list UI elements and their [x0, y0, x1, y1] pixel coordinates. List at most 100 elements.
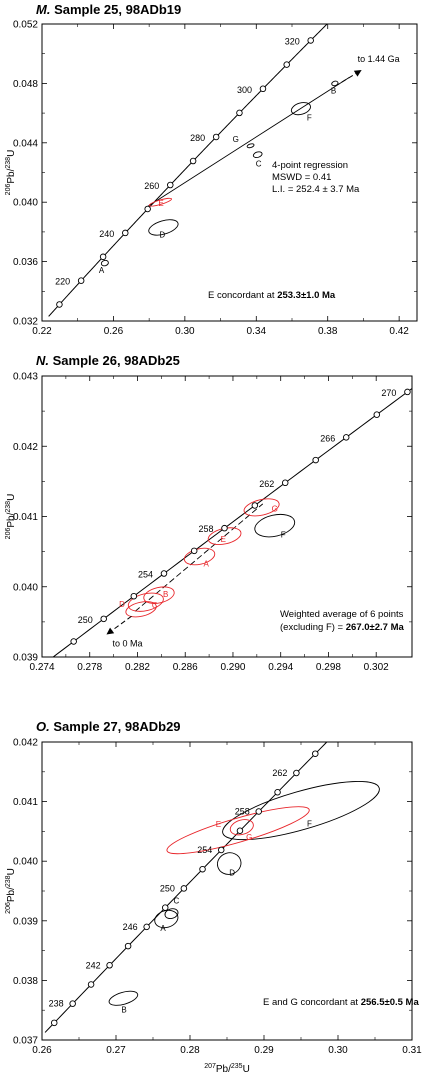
plot-area	[48, 24, 350, 317]
annotation-value: 267.0±2.7 Ma	[346, 622, 405, 633]
arrow-label: to 0 Ma	[112, 639, 142, 649]
x-tick-label: 0.298	[316, 662, 341, 673]
error-ellipse-e	[148, 197, 172, 207]
concordia-age-marker	[161, 904, 169, 911]
concordia-age-label: 262	[272, 768, 287, 778]
error-ellipse-f	[254, 513, 296, 538]
concordia-age-label: 258	[235, 806, 250, 816]
regression-line	[147, 77, 350, 208]
error-ellipse-f	[290, 102, 311, 116]
ellipse-label: B	[163, 590, 168, 599]
x-tick-label: 0.286	[173, 662, 198, 673]
concordia-curve	[44, 742, 328, 1033]
y-tick-label: 0.040	[13, 198, 38, 209]
concordia-age-marker	[143, 923, 150, 931]
annotation-prefix: E concordant at	[208, 290, 277, 301]
concordia-age-marker	[69, 1000, 76, 1007]
concordia-age-marker	[259, 85, 267, 93]
error-ellipse-b	[108, 990, 139, 1006]
error-ellipse-d	[148, 219, 179, 236]
panel-n: N. Sample 26, 98ADb25 0.274 0.278 0.282 0.28…	[5, 353, 413, 673]
concordia-age-marker	[212, 133, 220, 141]
y-tick-label: 0.048	[13, 79, 38, 90]
ellipse-label: C	[256, 160, 262, 169]
y-tick-label: 0.036	[13, 257, 38, 268]
ellipse-label: E	[216, 820, 221, 829]
y-tick-label: 0.039	[13, 916, 38, 927]
x-tick-label: 0.30	[328, 1045, 348, 1056]
annotation-value: 256.5±0.5 Ma	[361, 997, 420, 1008]
concordia-age-marker	[312, 750, 319, 757]
panel-title-text: Sample 27, 98ADb29	[53, 719, 180, 734]
y-tick-label: 0.044	[13, 138, 38, 149]
annotation-value: 253.3±1.0 Ma	[277, 290, 336, 301]
concordia-age-marker	[281, 479, 289, 487]
arrow-head	[353, 70, 362, 77]
concordia-curve	[52, 387, 412, 657]
concordia-age-marker	[404, 388, 411, 396]
concordia-age-label: 240	[99, 229, 114, 239]
y-tick-label: 0.038	[13, 976, 38, 987]
concordia-age-label: 238	[49, 999, 64, 1009]
plot-frame	[41, 741, 413, 1041]
concordia-age-marker	[255, 808, 262, 815]
concordia-age-marker	[293, 769, 300, 777]
panel-letter: M.	[36, 2, 50, 17]
concordia-age-marker	[56, 301, 63, 308]
x-tick-label: 0.28	[180, 1045, 200, 1056]
concordia-age-label: 280	[190, 133, 205, 143]
ellipse-label: F	[307, 820, 312, 829]
ellipse-label: D	[159, 230, 165, 239]
concordia-age-marker	[167, 181, 174, 189]
annotation-result: E and G concordant at 256.5±0.5 Ma	[263, 997, 419, 1008]
error-ellipse-d	[217, 852, 242, 875]
ellipse-label: C	[152, 601, 158, 610]
annotation-line: L.I. = 252.4 ± 3.7 Ma	[272, 184, 360, 195]
error-ellipse-a	[100, 259, 109, 267]
ellipse-label: C	[174, 897, 180, 906]
concordia-age-marker	[70, 638, 77, 645]
panel-title-text: Sample 26, 98ADb25	[53, 353, 180, 368]
x-tick-label: 0.29	[254, 1045, 274, 1056]
concordia-age-marker	[190, 547, 198, 555]
error-ellipse-g	[243, 498, 280, 517]
concordia-age-marker	[283, 61, 290, 68]
ellipse-label: G	[233, 135, 239, 144]
concordia-age-marker	[221, 524, 228, 532]
y-label-sup: 238	[5, 875, 12, 887]
y-label-sup: 206	[5, 184, 12, 196]
ellipse-label: B	[121, 1005, 126, 1014]
y-label-sup: 206	[5, 902, 12, 914]
ellipse-label: A	[204, 560, 210, 569]
plot-frame	[41, 23, 418, 322]
plot-area	[44, 742, 380, 1033]
concordia-age-marker	[87, 981, 95, 988]
concordia-age-label: 260	[144, 181, 159, 191]
x-tick-label: 0.302	[364, 662, 389, 673]
ellipse-label: E	[221, 535, 226, 544]
concordia-age-marker	[236, 827, 244, 834]
error-ellipse-f	[222, 781, 380, 841]
arrow-head	[106, 627, 115, 635]
concordia-age-marker	[342, 434, 350, 441]
concordia-age-marker	[106, 962, 113, 969]
error-ellipse-c	[127, 592, 164, 612]
concordia-age-marker	[189, 157, 197, 165]
panel-letter: O.	[36, 719, 50, 734]
y-label-base: U	[6, 150, 17, 157]
panel-title: M. Sample 25, 98ADb19	[36, 2, 181, 17]
panel-title: N. Sample 26, 98ADb25	[36, 353, 180, 368]
x-tick-label: 0.290	[220, 662, 245, 673]
error-ellipse-e	[229, 819, 254, 836]
annotation-result: E concordant at 253.3±1.0 Ma	[208, 290, 336, 301]
y-label-base: U	[6, 868, 17, 875]
y-label-base: Pb/	[6, 887, 17, 902]
x-tick-label: 0.26	[32, 1045, 52, 1056]
y-tick-label: 0.039	[13, 653, 38, 664]
ellipse-label: A	[99, 266, 105, 275]
y-tick-label: 0.040	[13, 582, 38, 593]
y-label-base: Pb/	[6, 512, 17, 527]
annotation-result: (excluding F) = 267.0±2.7 Ma	[280, 622, 404, 633]
y-axis-label: 206Pb/238U	[5, 150, 17, 196]
